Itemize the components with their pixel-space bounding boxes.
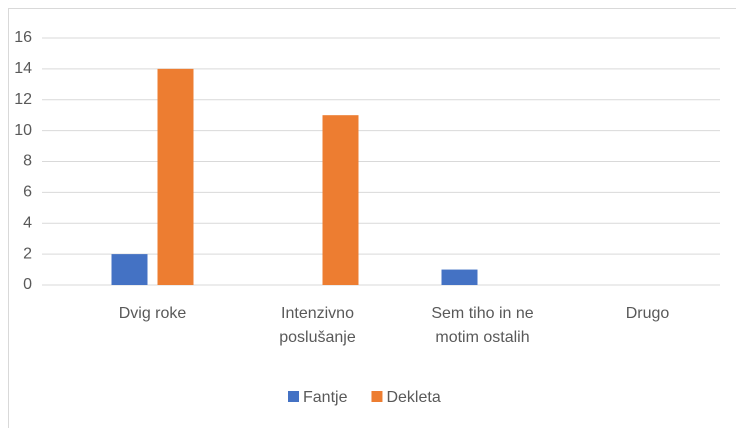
y-tick-label: 6 (23, 184, 32, 201)
y-tick-label: 14 (14, 60, 32, 77)
y-tick-label: 4 (23, 214, 32, 231)
y-tick-label: 0 (23, 276, 32, 293)
bar (441, 269, 478, 285)
x-tick-label: Drugo (625, 305, 670, 322)
x-tick-label: Intenzivno poslušanje (279, 305, 356, 346)
legend-swatch (371, 391, 383, 402)
chart-border (8, 8, 736, 428)
legend-label: Dekleta (386, 389, 440, 406)
x-tick-label: Sem tiho in ne motim ostalih (431, 305, 534, 346)
bar (157, 68, 194, 285)
bar (322, 115, 359, 285)
legend-label: Fantje (303, 389, 348, 406)
y-tick-label: 16 (14, 29, 32, 46)
y-tick-label: 2 (23, 245, 32, 262)
bar (111, 254, 148, 285)
legend-swatch (288, 391, 299, 402)
y-tick-label: 8 (23, 153, 32, 170)
x-tick-label: Dvig roke (118, 305, 187, 322)
y-tick-label: 10 (14, 122, 32, 139)
y-tick-label: 12 (14, 91, 32, 108)
